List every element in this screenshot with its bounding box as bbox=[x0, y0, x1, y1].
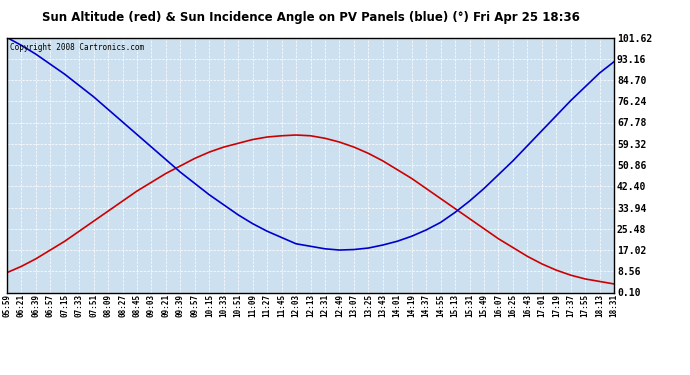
Text: Copyright 2008 Cartronics.com: Copyright 2008 Cartronics.com bbox=[10, 43, 144, 52]
Text: Sun Altitude (red) & Sun Incidence Angle on PV Panels (blue) (°) Fri Apr 25 18:3: Sun Altitude (red) & Sun Incidence Angle… bbox=[41, 11, 580, 24]
